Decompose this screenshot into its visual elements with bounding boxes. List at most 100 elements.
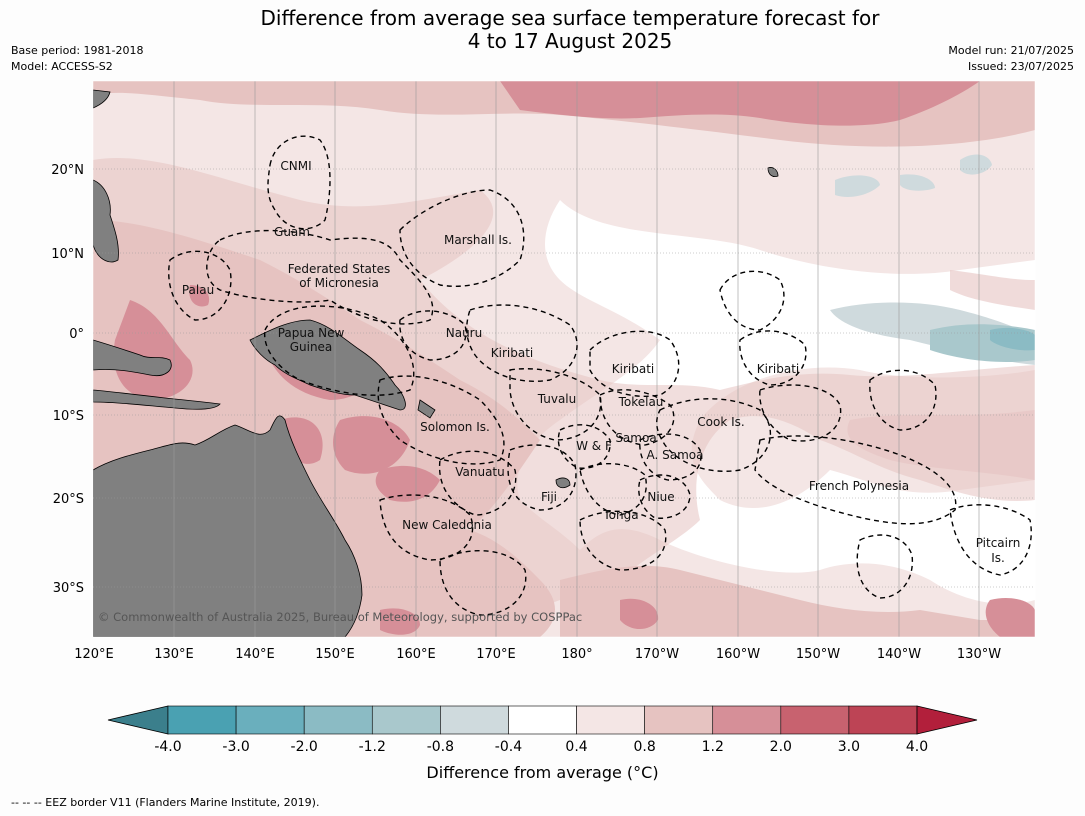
colorbar-swatch — [712, 705, 782, 735]
lon-tick-label: 120°E — [74, 647, 114, 662]
eez-borders — [168, 135, 1032, 616]
lon-tick-label: 130°W — [957, 647, 1001, 662]
colorbar-tick-label: 4.0 — [906, 739, 928, 755]
lat-tick-label: 10°N — [51, 247, 84, 262]
colorbar-tick-label: 3.0 — [838, 739, 860, 755]
fiji-islands — [555, 477, 571, 489]
land-masses — [93, 89, 779, 637]
lat-tick-label: 10°S — [53, 409, 84, 424]
colorbar-swatch — [167, 705, 237, 735]
lon-tick-label: 170°E — [476, 647, 516, 662]
model-name: Model: ACCESS-S2 — [11, 60, 113, 73]
label-nauru: Nauru — [446, 326, 482, 340]
label-american-samoa: A. Samoa — [647, 448, 704, 462]
lon-tick-label: 170°W — [635, 647, 679, 662]
colorbar-extend-low — [107, 705, 169, 735]
colorbar-title: Difference from average (°C) — [426, 763, 659, 782]
title-line-2: 4 to 17 August 2025 — [467, 29, 673, 53]
label-guam: Guam — [274, 225, 310, 239]
colorbar-swatch — [644, 705, 714, 735]
sulawesi-moluccas — [93, 339, 172, 377]
label-kiribati-central: Kiribati — [612, 362, 654, 376]
colorbar-tick-label: 1.2 — [702, 739, 724, 755]
colorbar-tick-label: 0.8 — [634, 739, 656, 755]
colorbar-swatch — [848, 705, 918, 735]
lon-tick-label: 180° — [561, 647, 592, 662]
label-tuvalu: Tuvalu — [537, 392, 577, 406]
hawaii — [767, 167, 779, 177]
lon-tick-label: 160°E — [396, 647, 436, 662]
colorbar-swatch — [371, 705, 441, 735]
lat-tick-label: 30°S — [53, 581, 84, 596]
place-labels: CNMI Guam Marshall Is. Federated States … — [98, 159, 1020, 624]
label-cnmi: CNMI — [280, 159, 311, 173]
label-pitcairn-1: Pitcairn — [976, 536, 1021, 550]
graticule — [93, 81, 1035, 637]
lat-tick-label: 20°S — [53, 492, 84, 507]
label-solomon-is: Solomon Is. — [420, 420, 490, 434]
colorbar-swatch — [508, 705, 577, 735]
base-period: Base period: 1981-2018 — [11, 44, 144, 57]
lon-tick-label: 160°W — [716, 647, 760, 662]
model-run: Model run: 21/07/2025 — [948, 44, 1074, 57]
colorbar-swatch — [235, 705, 305, 735]
label-new-caledonia: New Caledonia — [402, 518, 492, 532]
lon-tick-label: 150°W — [796, 647, 840, 662]
label-marshall-is: Marshall Is. — [444, 233, 512, 247]
label-png-2: Guinea — [290, 340, 333, 354]
new-guinea — [249, 319, 406, 411]
colorbar-tick-label: -1.2 — [359, 739, 386, 755]
meta-left: Base period: 1981-2018 Model: ACCESS-S2 — [11, 43, 143, 75]
lon-tick-label: 150°E — [315, 647, 355, 662]
label-fsm-1: Federated States — [288, 262, 390, 276]
map-frame — [92, 80, 1036, 638]
colorbar-tick-label: -3.0 — [222, 739, 249, 755]
solomon-islands — [417, 399, 436, 419]
label-tonga: Tonga — [602, 508, 638, 522]
label-palau: Palau — [182, 283, 214, 297]
label-french-polynesia: French Polynesia — [809, 479, 909, 493]
australia — [93, 415, 363, 637]
label-samoa: Samoa — [615, 431, 656, 445]
lesser-sunda — [93, 389, 221, 410]
label-cook-is: Cook Is. — [697, 415, 744, 429]
lat-tick-label: 20°N — [51, 163, 84, 178]
label-vanuatu: Vanuatu — [455, 465, 505, 479]
label-pitcairn-2: Is. — [991, 551, 1005, 565]
issued-date: Issued: 23/07/2025 — [967, 60, 1074, 73]
lat-axis: 20°N 10°N 0° 10°S 20°S 30°S — [51, 163, 84, 596]
eez-footnote: -- -- -- EEZ border V11 (Flanders Marine… — [11, 796, 320, 809]
colorbar-tick-label: -0.8 — [427, 739, 454, 755]
colorbar-extend-high — [916, 705, 978, 735]
label-niue: Niue — [647, 490, 674, 504]
label-png-1: Papua New — [278, 326, 345, 340]
lon-tick-label: 140°E — [235, 647, 275, 662]
philippines — [93, 179, 119, 263]
map-title: Difference from average sea surface temp… — [0, 7, 1085, 53]
meta-right: Model run: 21/07/2025 Issued: 23/07/2025 — [948, 43, 1074, 75]
colorbar-tick-label: 0.4 — [565, 739, 587, 755]
colorbar-tick-label: -0.4 — [495, 739, 522, 755]
copyright-notice: © Commonwealth of Australia 2025, Bureau… — [98, 610, 582, 624]
colorbar: -4.0 -3.0 -2.0 -1.2 -0.8 -0.4 0.4 0.8 1.2 2.0 3.0 4… — [107, 705, 978, 755]
colorbar-swatch — [780, 705, 850, 735]
title-line-1: Difference from average sea surface temp… — [260, 6, 880, 30]
lon-axis: 120°E 130°E 140°E 150°E 160°E 170°E 180°… — [74, 647, 1001, 662]
colorbar-tick-label: -2.0 — [291, 739, 318, 755]
label-fiji: Fiji — [541, 490, 557, 504]
label-kiribati-east: Kiribati — [757, 362, 799, 376]
label-wallis-futuna: W & F — [576, 439, 612, 453]
colorbar-swatch — [303, 705, 373, 735]
colorbar-tick-label: 2.0 — [770, 739, 792, 755]
label-tokelau: Tokelau — [618, 395, 664, 409]
colorbar-swatch — [440, 705, 509, 735]
map-area — [93, 81, 1035, 637]
label-fsm-2: of Micronesia — [299, 276, 379, 290]
lon-tick-label: 140°W — [877, 647, 921, 662]
colorbar-swatch — [576, 705, 645, 735]
label-kiribati-west: Kiribati — [491, 346, 533, 360]
lon-tick-label: 130°E — [154, 647, 194, 662]
lat-tick-label: 0° — [69, 327, 84, 342]
colorbar-tick-label: -4.0 — [154, 739, 181, 755]
